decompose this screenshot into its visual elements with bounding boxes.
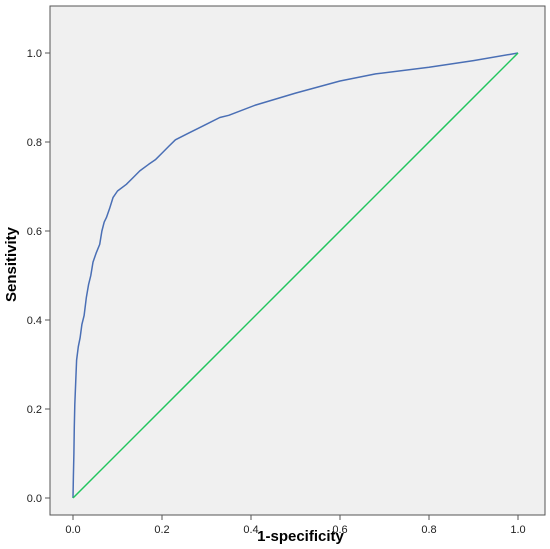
- roc-curve-line: [72, 52, 519, 499]
- series-group: [72, 52, 519, 499]
- x-tick-label: 0.8: [421, 524, 436, 536]
- x-tick-label: 0.6: [332, 524, 347, 536]
- x-tick-label: 0.4: [243, 524, 258, 536]
- x-axis-title: 1-specificity: [257, 528, 344, 545]
- y-tick-label: 0.4: [27, 315, 42, 327]
- plot-area: [49, 5, 546, 516]
- y-tick-label: 1.0: [27, 48, 42, 60]
- x-tick-label: 1.0: [510, 524, 525, 536]
- axes-group: 0.0 0.2 0.4 0.6 0.8 1.0 0.0 0.2 0.4 0.6 0.8 1.0: [27, 48, 526, 536]
- y-axis-title: Sensitivity: [3, 226, 20, 302]
- y-tick-label: 0.8: [27, 137, 42, 149]
- x-tick-label: 0.0: [65, 524, 80, 536]
- y-tick-label: 0.2: [27, 404, 42, 416]
- reference-diagonal-line: [72, 52, 519, 499]
- x-tick-label: 0.2: [154, 524, 169, 536]
- y-tick-label: 0.0: [27, 493, 42, 505]
- y-tick-label: 0.6: [27, 226, 42, 238]
